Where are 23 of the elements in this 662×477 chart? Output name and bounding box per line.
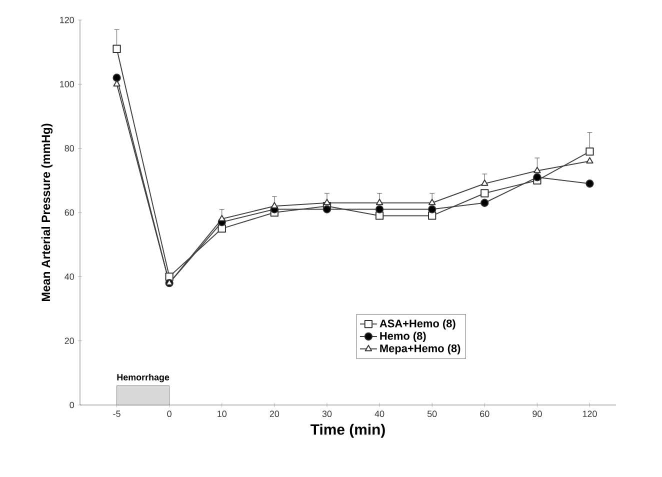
x-tick-label: 60: [480, 410, 490, 417]
y-tick-label: 40: [64, 273, 74, 280]
x-axis-title: Time (min): [310, 424, 385, 438]
x-tick-label: 90: [532, 410, 542, 417]
x-tick-label: 50: [427, 410, 437, 417]
y-tick-label: 20: [64, 338, 74, 344]
x-tick-label: 30: [322, 410, 332, 417]
x-tick-label: 0: [167, 410, 172, 417]
y-axis-title: Mean Arterial Pressure (mmHg): [41, 124, 53, 302]
x-tick-label: 40: [374, 410, 384, 417]
legend-label: Mepa+Hemo (8): [380, 344, 460, 354]
x-tick-label: 120: [582, 410, 597, 417]
x-tick-label: 20: [270, 410, 280, 417]
y-tick-label: 100: [60, 80, 74, 88]
x-tick-label: -5: [113, 410, 120, 417]
y-tick-label: 80: [64, 145, 74, 152]
legend-label: ASA+Hemo (8): [380, 319, 456, 330]
band-label: Hemorrhage: [117, 374, 170, 382]
y-tick-label: 120: [60, 16, 74, 24]
legend-label: Hemo (8): [380, 332, 426, 342]
y-tick-label: 60: [64, 209, 74, 216]
x-tick-label: 10: [218, 410, 227, 417]
y-tick-label: 0: [70, 402, 74, 408]
